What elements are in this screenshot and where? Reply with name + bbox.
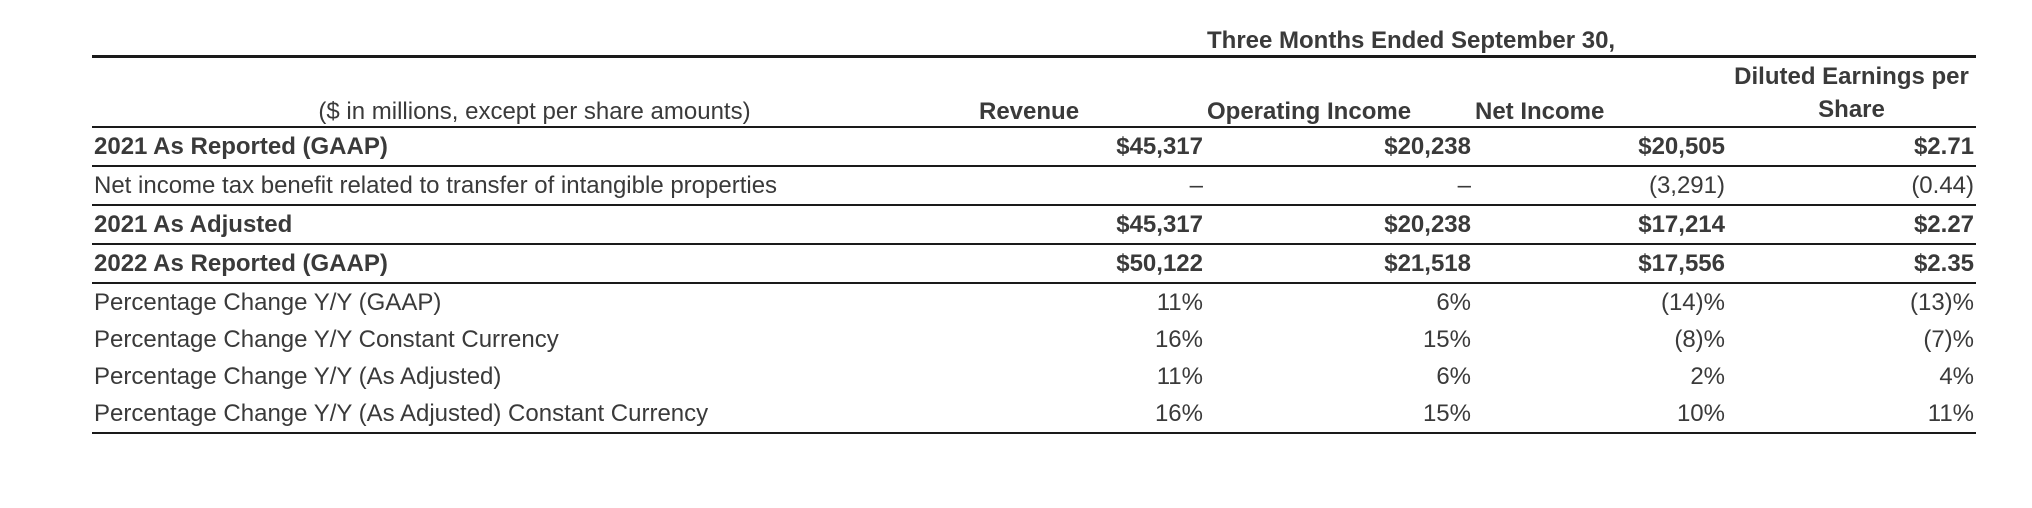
period-header-row: Three Months Ended September 30, <box>92 18 1976 57</box>
cell-operating-income: 15% <box>1422 325 1471 353</box>
column-header-diluted-eps: Diluted Earnings per Share <box>1727 55 1977 128</box>
column-header-revenue: Revenue <box>977 55 1205 128</box>
table-row: Net income tax benefit related to transf… <box>92 166 1977 206</box>
cell-diluted-eps: $2.27 <box>1727 205 1977 245</box>
cell-revenue: 16% <box>1154 325 1203 353</box>
cell-operating-income: – <box>1205 166 1473 206</box>
row-label: Percentage Change Y/Y (As Adjusted) Cons… <box>92 395 977 434</box>
row-label: Percentage Change Y/Y (GAAP) <box>94 288 442 316</box>
column-header-row: ($ in millions, except per share amounts… <box>92 55 1977 128</box>
cell-revenue: $45,317 <box>977 205 1205 245</box>
cell-net-income: (8)% <box>1674 325 1725 353</box>
cell-diluted-eps: $2.71 <box>1727 127 1977 167</box>
cell-net-income: (3,291) <box>1473 166 1727 206</box>
cell-net-income: $17,556 <box>1473 244 1727 284</box>
cell-diluted-eps: (7)% <box>1923 325 1975 353</box>
cell-revenue: – <box>977 166 1205 206</box>
cell-net-income: 2% <box>1690 362 1725 390</box>
cell-net-income: $17,214 <box>1473 205 1727 245</box>
table-row: 2021 As Adjusted $45,317 $20,238 $17,214… <box>92 205 1977 245</box>
cell-operating-income: $20,238 <box>1205 127 1473 167</box>
table-row: Percentage Change Y/Y (As Adjusted) 11% … <box>92 358 1976 395</box>
cell-diluted-eps: (0.44) <box>1727 166 1977 206</box>
table-row: Percentage Change Y/Y (As Adjusted) Cons… <box>92 395 1977 434</box>
cell-diluted-eps: $2.35 <box>1727 244 1977 284</box>
cell-operating-income: 6% <box>1436 288 1471 316</box>
row-label: Percentage Change Y/Y (As Adjusted) <box>94 362 502 390</box>
table-row: 2021 As Reported (GAAP) $45,317 $20,238 … <box>92 127 1977 167</box>
cell-net-income: 10% <box>1473 395 1727 434</box>
financial-table: Three Months Ended September 30, ($ in m… <box>92 18 1977 434</box>
cell-operating-income: $21,518 <box>1205 244 1473 284</box>
cell-diluted-eps: (13)% <box>1909 288 1975 316</box>
cell-revenue: 11% <box>1156 362 1203 390</box>
row-label: 2021 As Reported (GAAP) <box>92 127 977 167</box>
cell-operating-income: 15% <box>1205 395 1473 434</box>
column-header-operating-income: Operating Income <box>1205 55 1473 128</box>
table-row: 2022 As Reported (GAAP) $50,122 $21,518 … <box>92 244 1977 284</box>
table-row: Percentage Change Y/Y Constant Currency … <box>92 321 1976 358</box>
cell-net-income: $20,505 <box>1473 127 1727 167</box>
cell-revenue: $45,317 <box>977 127 1205 167</box>
row-label: Percentage Change Y/Y Constant Currency <box>94 325 559 353</box>
units-label: ($ in millions, except per share amounts… <box>92 55 977 128</box>
cell-operating-income: $20,238 <box>1205 205 1473 245</box>
cell-revenue: 16% <box>977 395 1205 434</box>
cell-revenue: $50,122 <box>977 244 1205 284</box>
cell-diluted-eps: 4% <box>1939 362 1975 390</box>
table-row: Percentage Change Y/Y (GAAP) 11% 6% (14)… <box>92 283 1976 321</box>
period-header: Three Months Ended September 30, <box>1207 27 1616 54</box>
cell-revenue: 11% <box>1156 288 1203 316</box>
row-label: Net income tax benefit related to transf… <box>92 166 977 206</box>
cell-diluted-eps: 11% <box>1727 395 1977 434</box>
cell-net-income: (14)% <box>1660 288 1725 316</box>
column-header-net-income: Net Income <box>1473 55 1727 128</box>
row-label: 2022 As Reported (GAAP) <box>92 244 977 284</box>
row-label: 2021 As Adjusted <box>92 205 977 245</box>
cell-operating-income: 6% <box>1436 362 1471 390</box>
